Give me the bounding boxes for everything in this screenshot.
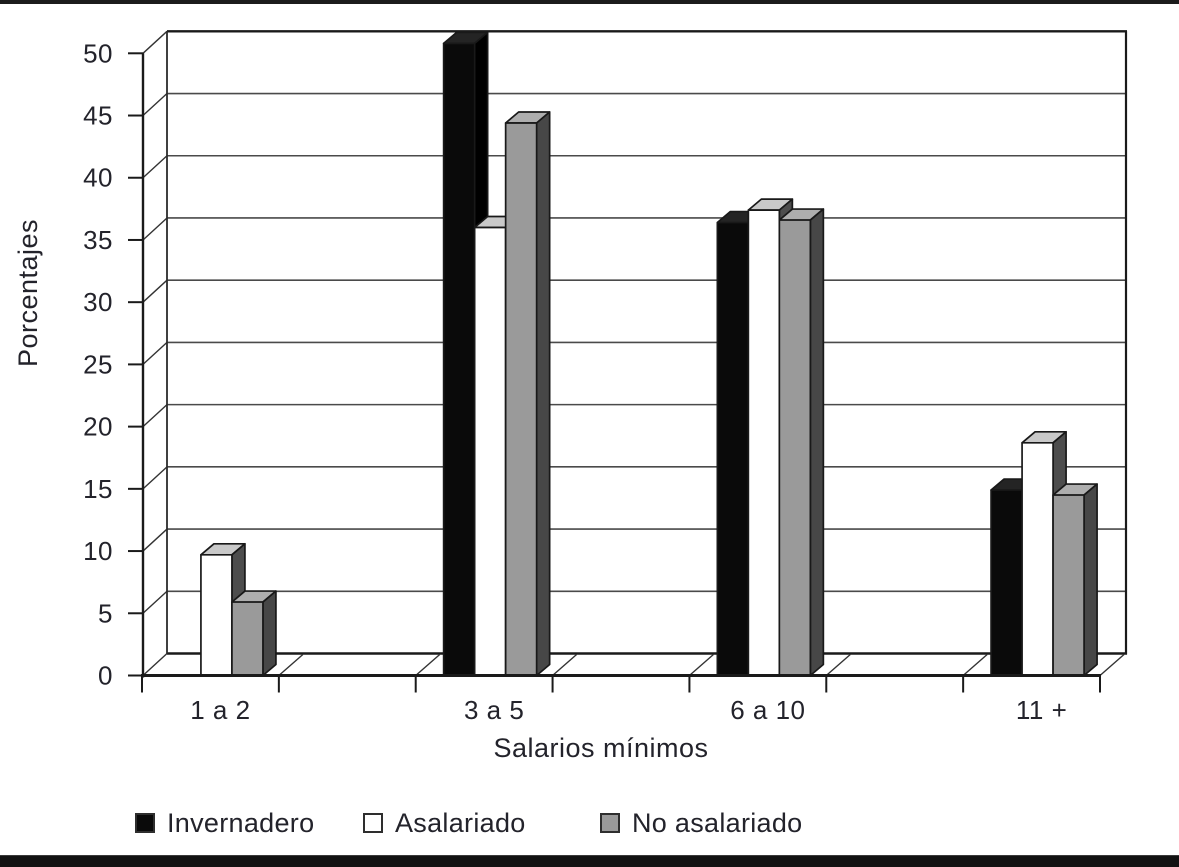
floor-separator — [278, 653, 304, 677]
bar-side-no-asalariado-1 — [535, 111, 551, 677]
legend-swatch-asalariado-icon — [363, 813, 383, 833]
bar-invernadero-2 — [716, 221, 750, 677]
ytick-depth-connector — [142, 652, 168, 677]
bar-asalariado-0 — [200, 553, 233, 677]
x-category-label-1: 3 a 5 — [464, 695, 524, 725]
bar-no-asalariado-2 — [778, 219, 812, 677]
floor-separator — [415, 653, 441, 677]
bar-no-asalariado-3 — [1052, 494, 1085, 677]
ytick-depth-connector — [142, 30, 168, 54]
ytick-depth-connector — [142, 341, 168, 365]
bar-side-no-asalariado-0 — [262, 590, 277, 677]
ytick-depth-connector — [142, 404, 168, 428]
x-category-label-3: 11 + — [1016, 695, 1067, 725]
legend-swatch-no-asalariado-icon — [600, 813, 620, 833]
x-category-label-2: 6 a 10 — [730, 695, 805, 725]
ytick-depth-connector — [142, 155, 168, 179]
bar-invernadero-3 — [990, 489, 1023, 677]
y-tick-label-10: 10 — [83, 536, 113, 566]
chart-legend: Invernadero Asalariado No asalariado — [0, 807, 1179, 842]
bar-asalariado-1 — [473, 226, 507, 677]
legend-label-asalariado: Asalariado — [395, 807, 526, 838]
bar-no-asalariado-1 — [504, 122, 538, 677]
floor-separator — [552, 653, 578, 677]
ytick-depth-connector — [142, 590, 168, 614]
ytick-depth-connector — [142, 466, 168, 490]
legend-item-no-asalariado: No asalariado — [600, 807, 803, 838]
x-axis-title: Salarios mínimos — [493, 733, 708, 763]
y-axis-title: Porcentajes — [13, 219, 43, 367]
bar-no-asalariado-0 — [231, 601, 264, 677]
floor-separator — [962, 653, 988, 677]
legend-item-invernadero: Invernadero — [135, 807, 315, 838]
floor-separator — [1099, 653, 1125, 677]
y-tick-label-5: 5 — [98, 598, 113, 628]
y-tick-label-40: 40 — [83, 163, 113, 193]
bar-invernadero-1 — [442, 42, 476, 677]
ytick-depth-connector — [142, 217, 168, 241]
bar-side-no-asalariado-2 — [809, 208, 825, 677]
floor-separator — [825, 653, 851, 677]
ytick-depth-connector — [142, 93, 168, 117]
y-tick-label-35: 35 — [83, 225, 113, 255]
figure-bottom-rule — [0, 855, 1179, 867]
y-tick-label-0: 0 — [98, 661, 113, 691]
figure-top-rule — [0, 0, 1179, 4]
ytick-depth-connector — [142, 279, 168, 303]
x-category-label-0: 1 a 2 — [190, 695, 250, 725]
legend-label-invernadero: Invernadero — [167, 807, 315, 838]
y-tick-label-15: 15 — [83, 474, 113, 504]
ytick-depth-connector — [142, 528, 168, 552]
legend-item-asalariado: Asalariado — [363, 807, 526, 838]
floor-separator — [688, 653, 714, 677]
bar-asalariado-2 — [747, 209, 781, 677]
y-tick-label-45: 45 — [83, 101, 113, 131]
bar-asalariado-3 — [1021, 441, 1054, 677]
y-tick-label-50: 50 — [83, 38, 113, 68]
y-tick-label-20: 20 — [83, 412, 113, 442]
legend-label-no-asalariado: No asalariado — [632, 807, 803, 838]
y-tick-label-30: 30 — [83, 287, 113, 317]
bar-side-no-asalariado-3 — [1083, 483, 1098, 677]
legend-swatch-invernadero-icon — [135, 813, 155, 833]
y-tick-label-25: 25 — [83, 349, 113, 379]
